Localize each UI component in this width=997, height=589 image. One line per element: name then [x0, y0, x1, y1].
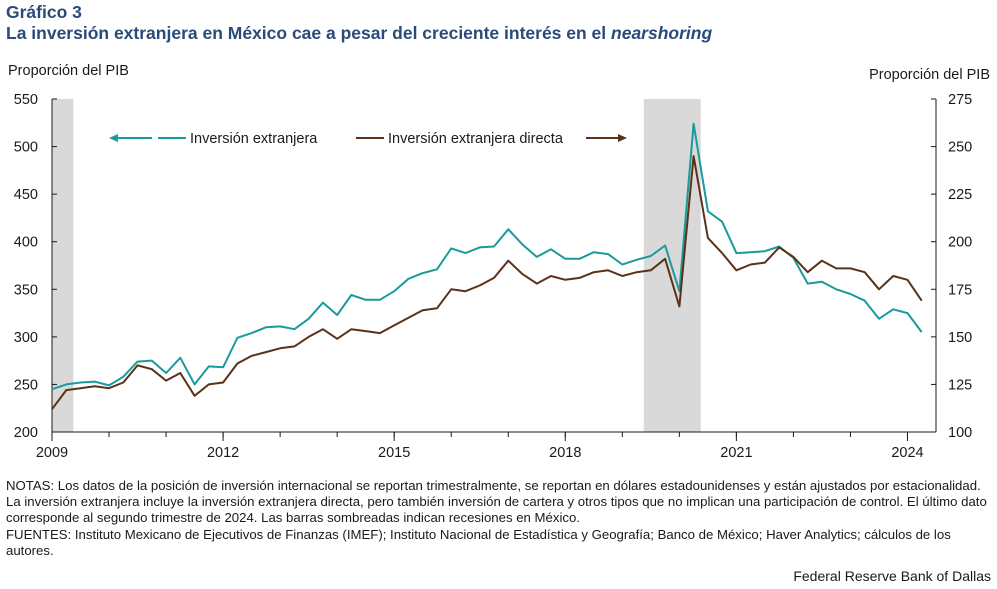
- left-tick-label: 500: [14, 140, 38, 156]
- right-tick-label: 100: [948, 425, 972, 441]
- x-tick-label: 2015: [378, 445, 410, 461]
- right-tick-label: 250: [948, 140, 972, 156]
- right-tick-label: 125: [948, 377, 972, 393]
- left-tick-label: 550: [14, 92, 38, 108]
- notes-text: NOTAS: Los datos de la posición de inver…: [6, 478, 987, 526]
- sources-text: FUENTES: Instituto Mexicano de Ejecutivo…: [6, 526, 951, 558]
- chart-title-italic: nearshoring: [611, 23, 713, 43]
- series-line-2: [51, 155, 923, 410]
- chart: 200 250 300 350 400 450 500 550 100 125 150 175 200 2…: [8, 63, 990, 461]
- chart-title: La inversión extranjera en México cae a …: [6, 23, 712, 44]
- series-line-1: [51, 122, 923, 391]
- x-tick-label: 2012: [207, 445, 239, 461]
- right-axis-label: Proporción del PIB: [869, 67, 990, 83]
- legend-arrowhead-1: [109, 134, 118, 142]
- chart-title-main: La inversión extranjera en México cae a …: [6, 23, 612, 43]
- x-tick-label: 2024: [891, 445, 923, 461]
- x-tick-label: 2009: [36, 445, 68, 461]
- figure-label: Gráfico 3: [6, 2, 82, 22]
- notes: NOTAS: Los datos de la posición de inver…: [6, 478, 991, 559]
- left-tick-label: 200: [14, 425, 38, 441]
- x-tick-label: 2021: [720, 445, 752, 461]
- left-tick-label: 250: [14, 377, 38, 393]
- right-tick-label: 175: [948, 282, 972, 298]
- right-tick-label: 150: [948, 330, 972, 346]
- legend-label-1: Inversión extranjera: [190, 131, 318, 147]
- legend-label-2: Inversión extranjera directa: [388, 131, 564, 147]
- left-axis-label: Proporción del PIB: [8, 63, 129, 79]
- left-tick-label: 450: [14, 187, 38, 203]
- x-tick-label: 2018: [549, 445, 581, 461]
- recession-bar-0: [52, 99, 74, 432]
- right-tick-label: 275: [948, 92, 972, 108]
- right-tick-label: 200: [948, 235, 972, 251]
- left-tick-label: 350: [14, 282, 38, 298]
- legend-arrowhead-2: [618, 134, 627, 142]
- left-tick-label: 400: [14, 235, 38, 251]
- left-tick-label: 300: [14, 330, 38, 346]
- credit: Federal Reserve Bank of Dallas: [793, 568, 991, 584]
- right-tick-label: 225: [948, 187, 972, 203]
